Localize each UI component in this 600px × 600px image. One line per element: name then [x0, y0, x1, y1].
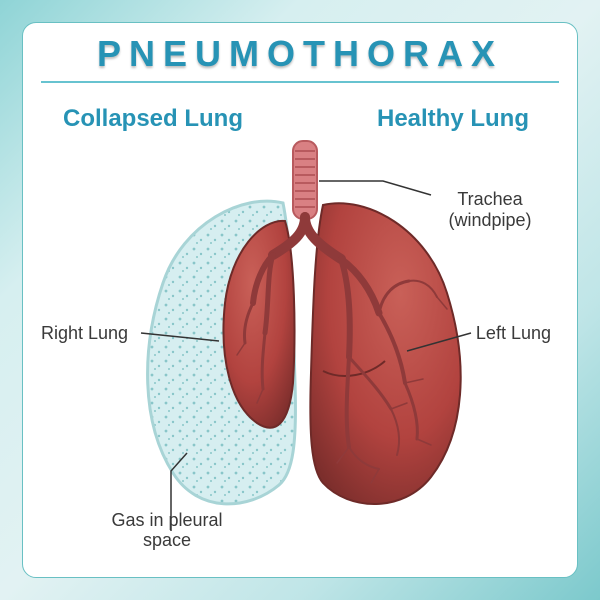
content-card: PNEUMOTHORAX Collapsed Lung Healthy Lung [22, 22, 578, 578]
title-rule [41, 81, 559, 83]
trachea [293, 141, 317, 219]
label-gas: Gas in pleuralspace [87, 510, 247, 551]
subtitle-collapsed: Collapsed Lung [63, 105, 243, 133]
page-background: PNEUMOTHORAX Collapsed Lung Healthy Lung [0, 0, 600, 600]
label-right-lung: Right Lung [41, 323, 128, 344]
label-left-lung: Left Lung [476, 323, 551, 344]
diagram-stage: Trachea(windpipe) Right Lung Left Lung G… [23, 133, 579, 563]
label-trachea: Trachea(windpipe) [435, 189, 545, 230]
subtitle-healthy: Healthy Lung [377, 105, 529, 133]
title: PNEUMOTHORAX [23, 33, 577, 75]
